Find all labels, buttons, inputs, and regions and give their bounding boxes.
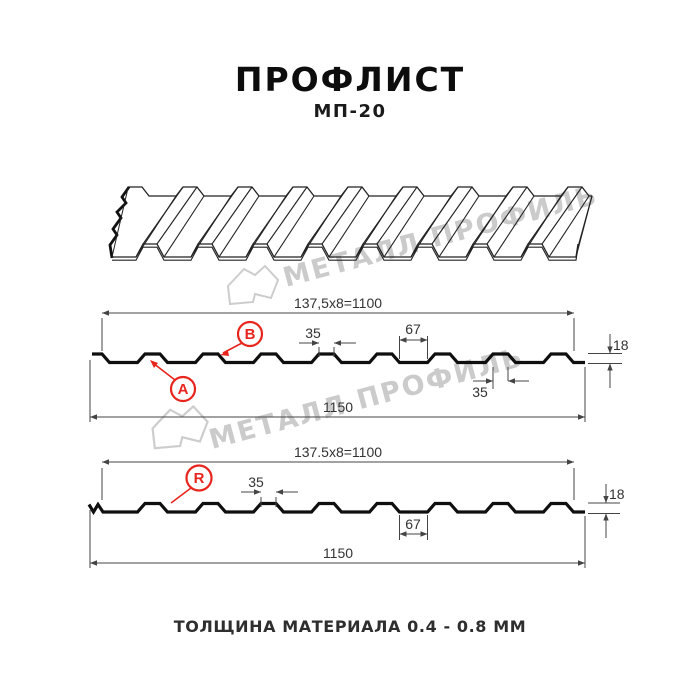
dim-valley-width-bottom: 67 [405,516,421,532]
dim-overall-width-bottom: 1150 [323,545,353,561]
metal-profil-logo-icon [226,264,280,306]
label-r-circle [185,464,213,492]
label-a-leader [152,362,176,381]
metal-profil-logo-icon [151,404,209,450]
dim-module-width-bottom: 137.5x8=1100 [294,444,382,460]
page-title: ПРОФЛИСТ [234,60,466,99]
page-subtitle: МП-20 [313,101,387,122]
generated-geometry [87,310,622,568]
label-b-leader [222,342,243,354]
dim-height-top: 18 [613,337,629,353]
dim-height-bottom: 18 [609,486,625,502]
label-r-leader [170,487,192,504]
label-b-arrow [220,351,229,356]
dim-crest-width-top: 35 [305,325,321,341]
dim-valley-width-top: 67 [405,321,421,337]
dim-crest-width-bottom: 35 [248,474,264,490]
sheet-3d-drawing [108,186,593,261]
label-r: R [194,470,205,487]
profile-section-bottom: 137.5x8=1100 1150 35 67 18 R [170,444,625,561]
dim-module-width-top: 137,5x8=1100 [294,295,382,311]
label-a-circle [169,375,197,403]
label-a-arrow [150,360,158,368]
dim-crest-width-right-top: 35 [472,384,488,400]
watermark-text: МЕТАЛЛ ПРОФИЛЬ [280,180,602,294]
dim-overall-width-top: 1150 [323,399,353,415]
footer-note: ТОЛЩИНА МАТЕРИАЛА 0.4 - 0.8 ММ [173,617,527,636]
label-a: A [178,381,189,398]
profile-section-top: 137,5x8=1100 1150 35 67 35 18 A B [150,295,629,415]
label-b-circle [236,320,264,348]
label-b: B [245,326,256,343]
